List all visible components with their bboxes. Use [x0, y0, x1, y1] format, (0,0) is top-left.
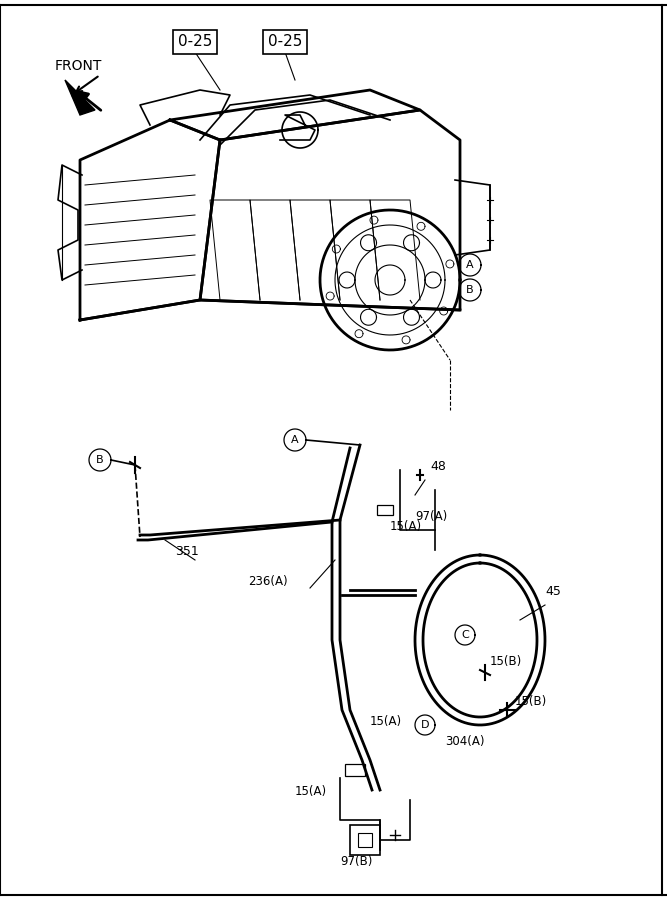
Text: 97(B): 97(B): [340, 855, 372, 868]
Text: B: B: [466, 285, 474, 295]
Text: D: D: [421, 720, 430, 730]
Text: 304(A): 304(A): [445, 735, 484, 748]
Text: 236(A): 236(A): [248, 575, 287, 588]
Text: 351: 351: [175, 545, 199, 558]
Text: A: A: [466, 260, 474, 270]
Text: 0-25: 0-25: [178, 34, 212, 50]
Text: 97(A): 97(A): [415, 510, 448, 523]
Text: C: C: [461, 630, 469, 640]
Text: 15(A): 15(A): [295, 785, 327, 798]
Text: B: B: [96, 455, 104, 465]
Text: 15(A): 15(A): [390, 520, 422, 533]
FancyBboxPatch shape: [0, 0, 30, 13]
Text: 48: 48: [430, 460, 446, 473]
Text: A: A: [291, 435, 299, 445]
Polygon shape: [65, 80, 95, 115]
Text: 15(A): 15(A): [370, 715, 402, 728]
Text: 15(B): 15(B): [515, 695, 547, 708]
Text: 45: 45: [545, 585, 561, 598]
Text: 15(B): 15(B): [490, 655, 522, 668]
Text: FRONT: FRONT: [55, 59, 102, 73]
Text: 0-25: 0-25: [268, 34, 302, 50]
